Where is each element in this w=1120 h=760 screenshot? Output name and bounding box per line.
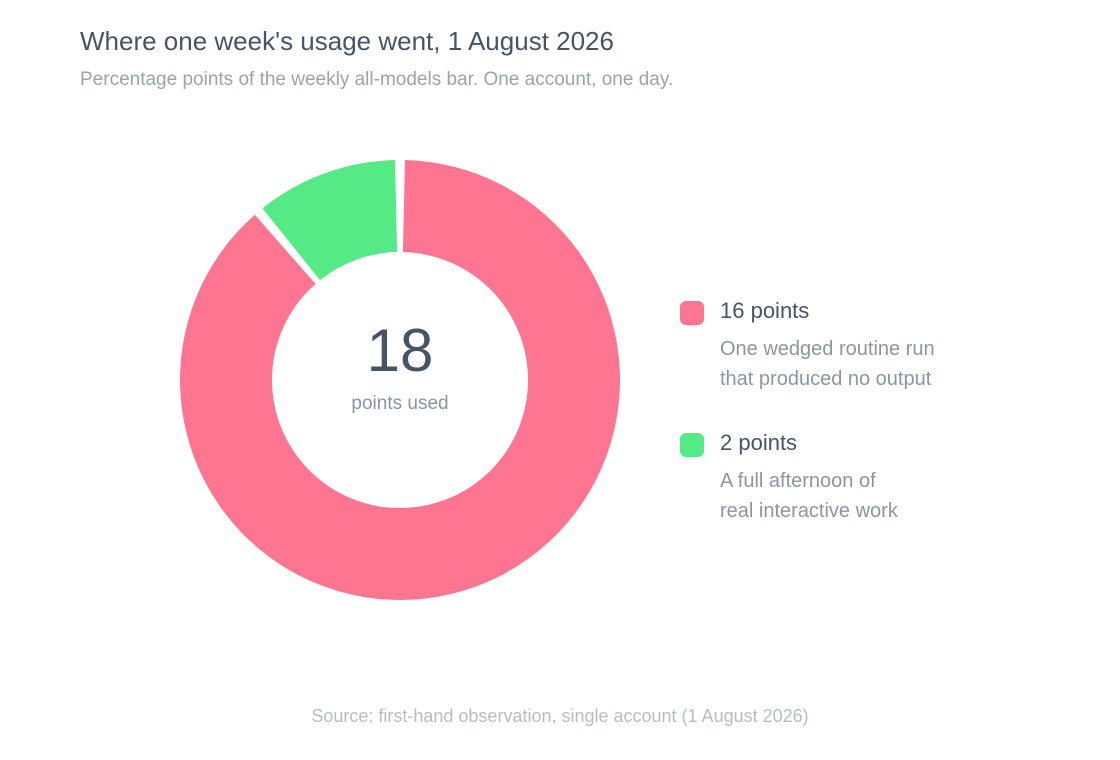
legend-value: 16 points (720, 298, 810, 323)
chart-title: Where one week's usage went, 1 August 20… (80, 26, 614, 56)
legend-description: A full afternoon of real interactive wor… (720, 466, 898, 526)
legend-item-interactive-work: 2 points A full afternoon of real intera… (680, 430, 1080, 562)
donut-center-label: points used (351, 393, 449, 414)
legend: 16 points One wedged routine run that pr… (680, 298, 1080, 562)
legend-description-line: A full afternoon of (720, 470, 876, 492)
legend-description-line: One wedged routine run (720, 338, 935, 360)
legend-description-line: that produced no output (720, 368, 932, 390)
legend-swatch-interactive-work (680, 433, 704, 457)
slice-wedged-run (179, 160, 620, 600)
donut-center-value: 18 (366, 317, 434, 384)
legend-description: One wedged routine run that produced no … (720, 334, 935, 394)
legend-swatch-wedged-run (680, 301, 704, 325)
legend-item-wedged-run: 16 points One wedged routine run that pr… (680, 298, 1080, 430)
slice-interactive-work (262, 160, 398, 281)
legend-value: 2 points (720, 430, 798, 455)
chart-subtitle: Percentage points of the weekly all-mode… (80, 69, 674, 90)
chart-source: Source: first-hand observation, single a… (311, 706, 809, 726)
legend-description-line: real interactive work (720, 500, 898, 522)
